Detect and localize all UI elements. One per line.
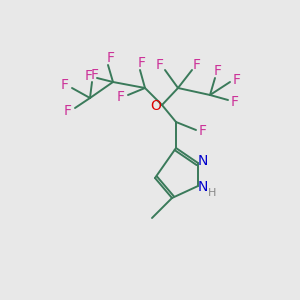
- Text: O: O: [151, 99, 161, 113]
- Text: F: F: [138, 56, 146, 70]
- Text: F: F: [233, 73, 241, 87]
- Text: F: F: [64, 104, 72, 118]
- Text: F: F: [193, 58, 201, 72]
- Text: F: F: [199, 124, 207, 138]
- Text: F: F: [231, 95, 239, 109]
- Text: F: F: [107, 51, 115, 65]
- Text: F: F: [117, 90, 125, 104]
- Text: F: F: [85, 69, 93, 83]
- Text: F: F: [91, 68, 99, 82]
- Text: N: N: [198, 154, 208, 168]
- Text: N: N: [198, 180, 208, 194]
- Text: F: F: [214, 64, 222, 78]
- Text: F: F: [61, 78, 69, 92]
- Text: H: H: [208, 188, 216, 198]
- Text: F: F: [156, 58, 164, 72]
